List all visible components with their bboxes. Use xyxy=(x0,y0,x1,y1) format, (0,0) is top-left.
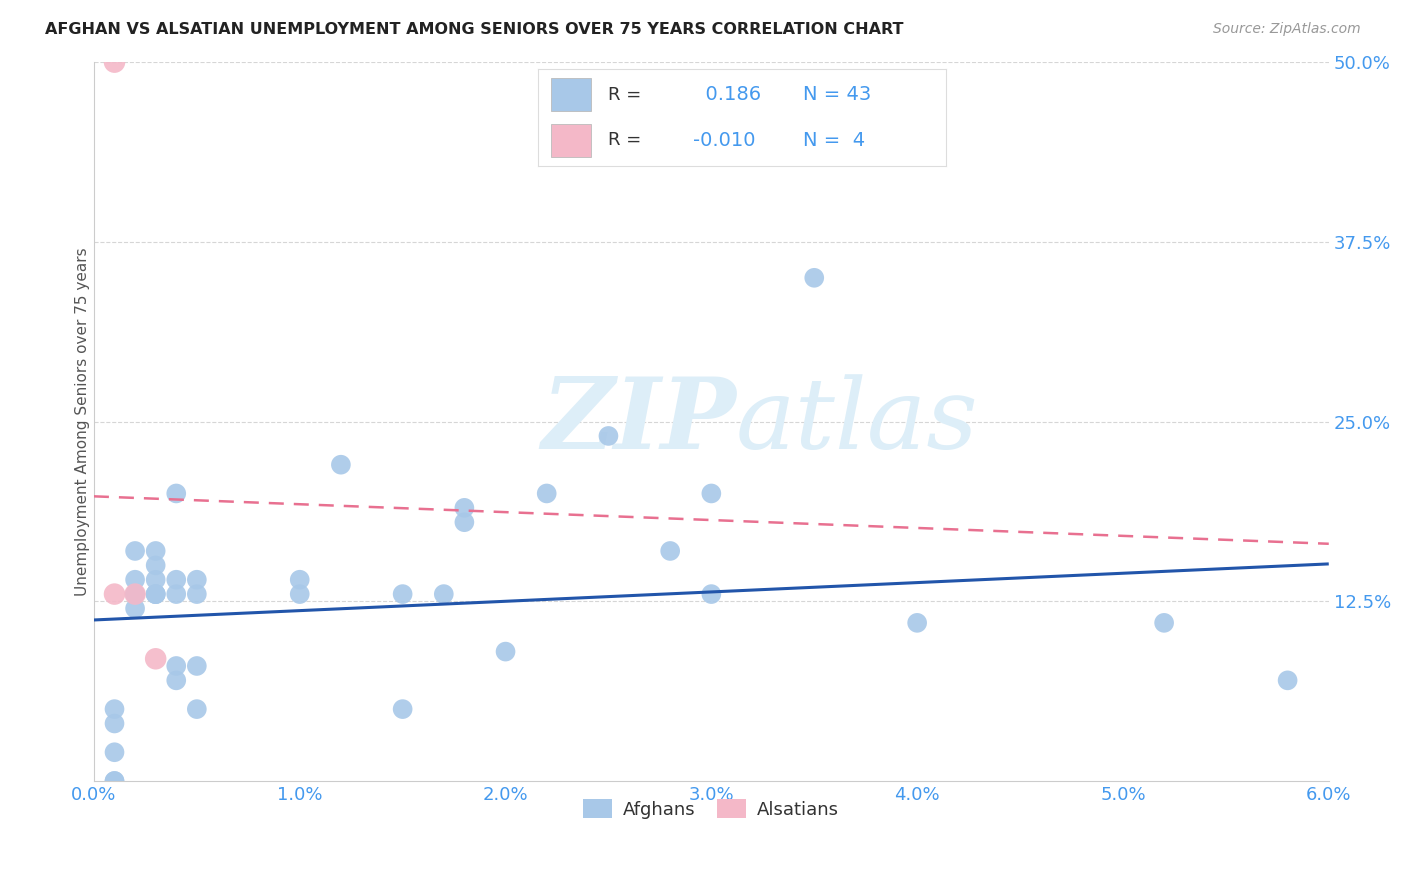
Point xyxy=(124,587,146,601)
Point xyxy=(103,55,125,70)
Y-axis label: Unemployment Among Seniors over 75 years: Unemployment Among Seniors over 75 years xyxy=(76,247,90,596)
Point xyxy=(165,573,187,587)
Point xyxy=(145,587,167,601)
Text: atlas: atlas xyxy=(737,374,979,469)
Point xyxy=(453,500,475,515)
Point xyxy=(288,573,311,587)
Point xyxy=(453,515,475,529)
Point xyxy=(598,429,620,443)
Point xyxy=(803,270,825,285)
Point xyxy=(391,702,413,716)
Point xyxy=(186,573,208,587)
Text: Source: ZipAtlas.com: Source: ZipAtlas.com xyxy=(1213,22,1361,37)
Point xyxy=(536,486,558,500)
Point xyxy=(145,544,167,558)
Point xyxy=(103,587,125,601)
Point xyxy=(145,558,167,573)
Legend: Afghans, Alsatians: Afghans, Alsatians xyxy=(576,791,846,826)
Point xyxy=(391,587,413,601)
Point xyxy=(186,702,208,716)
Point xyxy=(288,587,311,601)
Point xyxy=(700,486,723,500)
Point xyxy=(124,601,146,615)
Point xyxy=(145,587,167,601)
Point xyxy=(124,587,146,601)
Text: ZIP: ZIP xyxy=(541,374,737,470)
Point xyxy=(124,544,146,558)
Point xyxy=(433,587,456,601)
Point xyxy=(186,587,208,601)
Point xyxy=(165,673,187,688)
Point xyxy=(186,659,208,673)
Point xyxy=(165,486,187,500)
Point xyxy=(103,716,125,731)
Point xyxy=(165,587,187,601)
Point xyxy=(103,745,125,759)
Text: AFGHAN VS ALSATIAN UNEMPLOYMENT AMONG SENIORS OVER 75 YEARS CORRELATION CHART: AFGHAN VS ALSATIAN UNEMPLOYMENT AMONG SE… xyxy=(45,22,904,37)
Point xyxy=(103,702,125,716)
Point xyxy=(495,644,517,658)
Point xyxy=(145,587,167,601)
Point xyxy=(659,544,682,558)
Point xyxy=(165,659,187,673)
Point xyxy=(103,774,125,789)
Point xyxy=(145,652,167,666)
Point xyxy=(145,573,167,587)
Point xyxy=(1153,615,1175,630)
Point xyxy=(700,587,723,601)
Point xyxy=(1277,673,1299,688)
Point xyxy=(905,615,928,630)
Point xyxy=(103,774,125,789)
Point xyxy=(329,458,352,472)
Point xyxy=(124,587,146,601)
Point xyxy=(124,573,146,587)
